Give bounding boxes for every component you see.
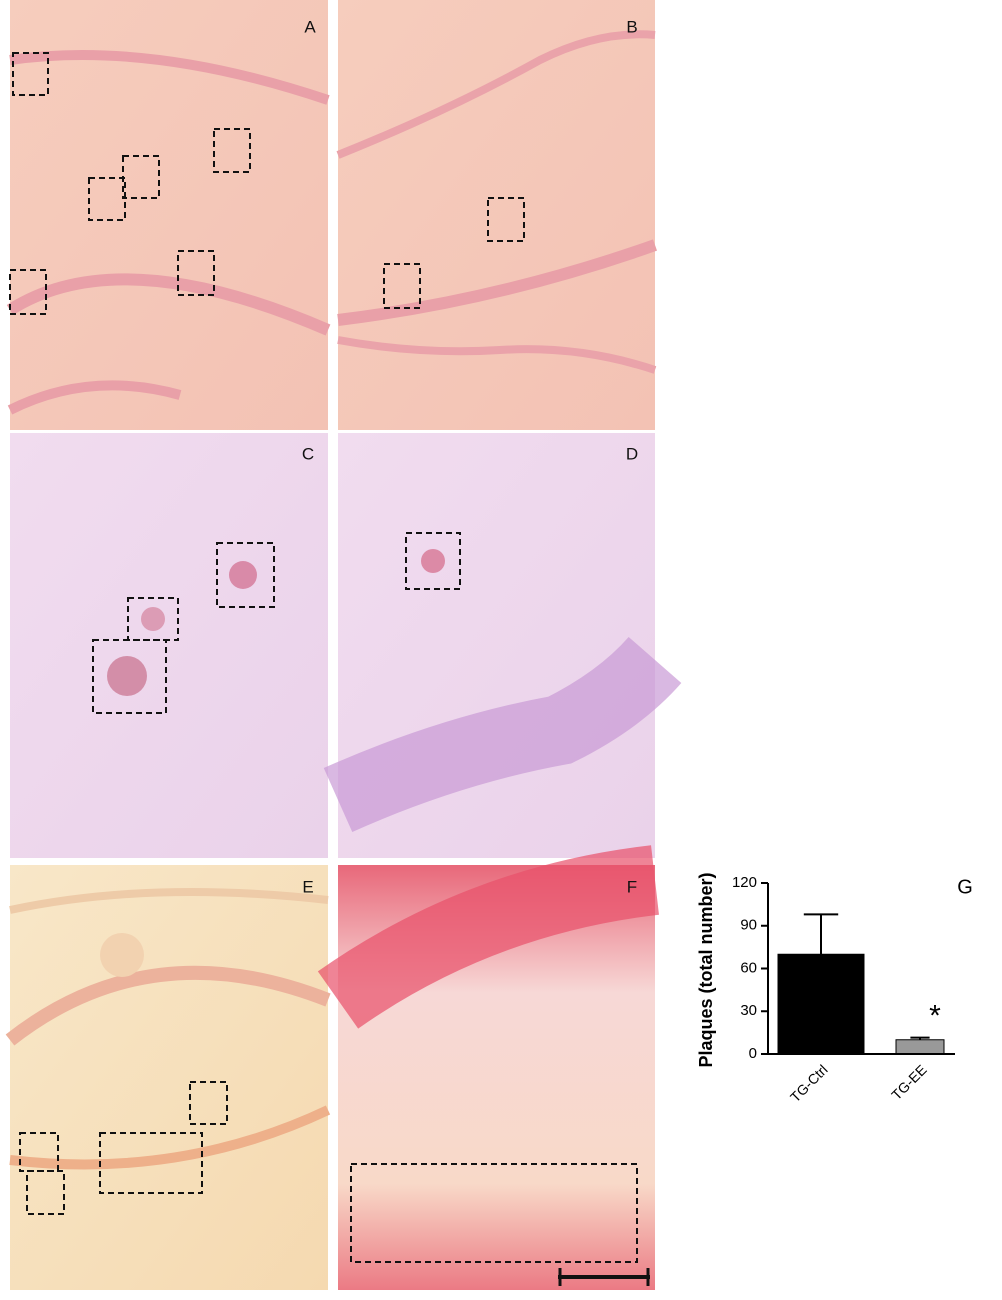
panel-label: A xyxy=(304,17,316,36)
y-tick-label: 120 xyxy=(732,874,757,891)
panel-label: G xyxy=(957,876,973,898)
panel-label: E xyxy=(302,877,313,896)
y-tick-label: 60 xyxy=(740,959,757,976)
y-tick-label: 90 xyxy=(740,917,757,934)
panel-d: D xyxy=(323,433,682,858)
bar xyxy=(895,1039,945,1055)
panel-c: C xyxy=(10,433,328,858)
x-tick-label: TG-EE xyxy=(888,1061,930,1103)
annotation: * xyxy=(929,1000,941,1033)
y-tick-label: 30 xyxy=(740,1002,757,1019)
panel-label: B xyxy=(626,17,637,36)
panel-label: C xyxy=(302,444,314,463)
bar xyxy=(777,953,865,1055)
y-axis-label: Plaques (total number) xyxy=(696,872,716,1067)
panel-b: B xyxy=(336,0,658,430)
panel-label: F xyxy=(627,877,637,896)
panel-a: A xyxy=(6,0,331,430)
y-tick-label: 0 xyxy=(749,1045,757,1062)
panel-e: E xyxy=(5,865,331,1290)
panel-f: F xyxy=(317,845,660,1290)
x-tick-label: TG-Ctrl xyxy=(787,1061,831,1105)
bar-chart: G Plaques (total number) 0 30 60 90 120 TG-Ct… xyxy=(696,872,973,1105)
panel-label: D xyxy=(626,444,638,463)
